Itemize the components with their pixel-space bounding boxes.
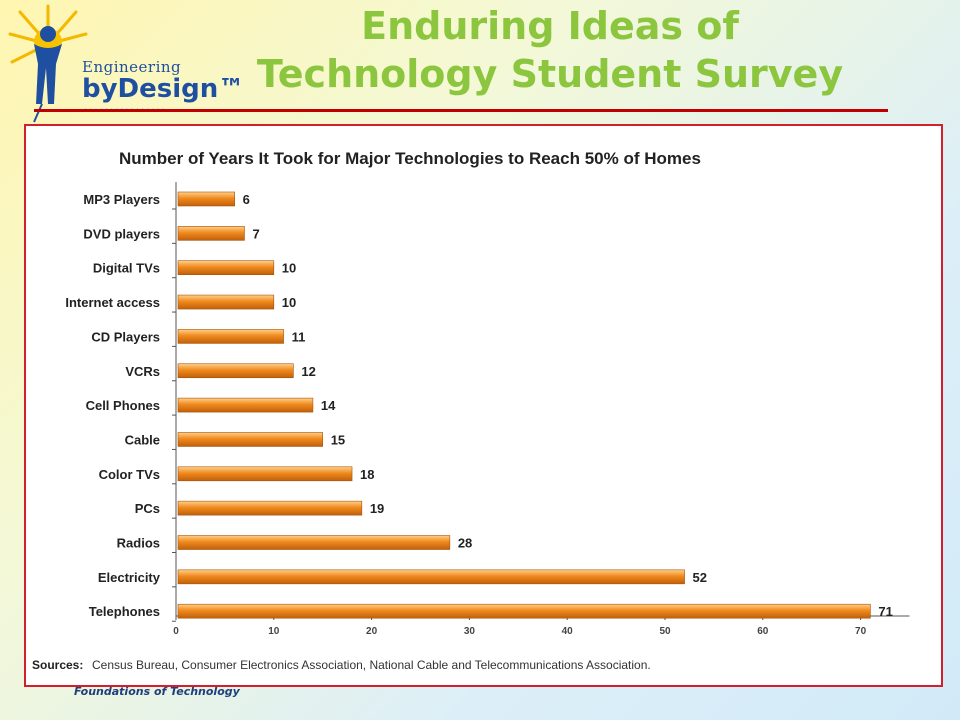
sun-figure-icon	[8, 4, 88, 123]
bar-chart: Number of Years It Took for Major Techno…	[32, 149, 910, 672]
category-label: Cell Phones	[86, 398, 160, 413]
category-label: MP3 Players	[83, 192, 160, 207]
bar	[177, 260, 275, 275]
bar	[177, 329, 284, 344]
footer-text: Foundations of Technology	[74, 685, 240, 698]
category-label: CD Players	[91, 329, 160, 344]
bar	[177, 603, 871, 619]
category-label: Color TVs	[99, 467, 160, 482]
bar	[177, 466, 353, 482]
bar	[177, 500, 363, 516]
x-tick-label: 60	[757, 626, 769, 637]
category-label: Electricity	[98, 570, 161, 585]
sources-label: Sources:	[32, 658, 83, 672]
category-label: DVD players	[83, 226, 160, 241]
bar-value-label: 14	[321, 398, 336, 413]
bar	[177, 397, 314, 413]
title-divider	[34, 109, 888, 112]
chart-title: Number of Years It Took for Major Techno…	[119, 149, 701, 168]
sources-text: Census Bureau, Consumer Electronics Asso…	[92, 658, 651, 672]
category-label: Digital TVs	[93, 261, 160, 276]
category-label: Telephones	[89, 604, 160, 619]
bar-value-label: 52	[693, 570, 707, 585]
chart-panel: Number of Years It Took for Major Techno…	[24, 124, 943, 687]
bar-value-label: 11	[292, 329, 306, 344]
x-tick-label: 70	[855, 626, 867, 637]
logo-line1: Engineering	[82, 58, 182, 76]
bar-value-label: 15	[331, 432, 345, 447]
bar	[177, 226, 245, 241]
bar	[177, 363, 294, 379]
bar-value-label: 12	[301, 364, 315, 379]
x-tick-label: 20	[366, 626, 378, 637]
bar	[177, 432, 323, 447]
bar	[177, 569, 685, 585]
category-label: Cable	[125, 432, 160, 447]
x-tick-label: 0	[173, 626, 179, 637]
x-tick-label: 10	[268, 626, 280, 637]
bar-value-label: 6	[243, 192, 250, 207]
category-label: Radios	[117, 536, 160, 551]
bar	[177, 191, 235, 207]
bar-value-label: 19	[370, 501, 384, 516]
bar-value-label: 10	[282, 261, 296, 276]
title-line1: Enduring Ideas of	[361, 4, 739, 48]
bar	[177, 294, 275, 310]
logo-line2: byDesign™	[82, 74, 245, 104]
bar-value-label: 18	[360, 467, 374, 482]
category-label: VCRs	[125, 364, 160, 379]
category-label: PCs	[135, 501, 160, 516]
bar-value-label: 10	[282, 295, 296, 310]
bar-value-label: 71	[878, 604, 892, 619]
title-line2: Technology Student Survey	[256, 52, 844, 96]
x-tick-label: 40	[562, 626, 574, 637]
bar-value-label: 28	[458, 536, 472, 551]
bar	[177, 535, 451, 550]
logo-dots: ................	[84, 102, 167, 113]
category-label: Internet access	[65, 295, 160, 310]
engineering-by-design-logo: Engineering byDesign™ ................	[8, 4, 244, 124]
page-title: Enduring Ideas of Technology Student Sur…	[200, 2, 900, 98]
x-tick-label: 30	[464, 626, 476, 637]
x-tick-label: 50	[659, 626, 671, 637]
bar-value-label: 7	[252, 226, 259, 241]
